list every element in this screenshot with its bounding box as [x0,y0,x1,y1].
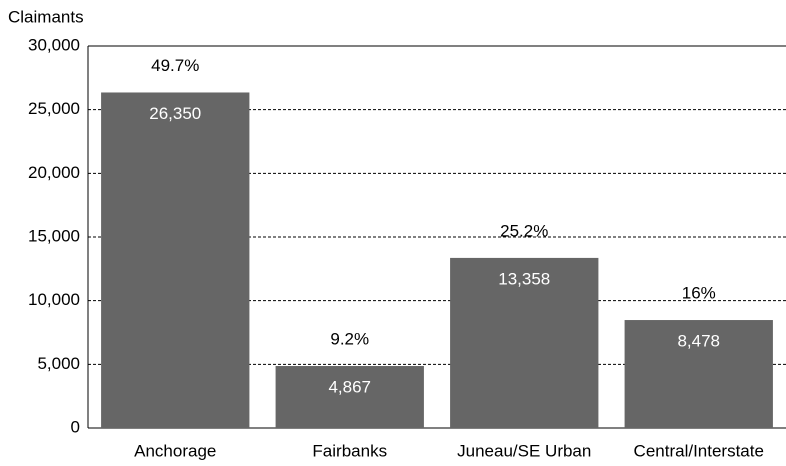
share-label: 16% [682,284,716,303]
x-tick-label: Juneau/SE Urban [457,441,591,460]
bar [101,92,250,428]
y-tick-label: 0 [71,417,80,436]
share-label: 49.7% [151,56,199,75]
share-label: 25.2% [500,221,548,240]
share-label: 9.2% [330,330,369,349]
x-tick-label: Fairbanks [312,441,387,460]
y-tick-label: 10,000 [28,290,80,309]
y-tick-label: 25,000 [28,99,80,118]
bar [450,257,599,428]
y-tick-label: 30,000 [28,35,80,54]
value-label: 4,867 [328,378,371,397]
x-tick-label: Central/Interstate [634,441,764,460]
y-axis-label: Claimants [8,7,84,26]
value-label: 8,478 [677,332,720,351]
value-label: 26,350 [149,104,201,123]
y-tick-label: 5,000 [37,354,80,373]
bar [624,320,773,428]
value-label: 13,358 [498,269,550,288]
y-tick-label: 15,000 [28,226,80,245]
x-tick-label: Anchorage [134,441,216,460]
bar [275,366,424,428]
y-tick-label: 20,000 [28,163,80,182]
